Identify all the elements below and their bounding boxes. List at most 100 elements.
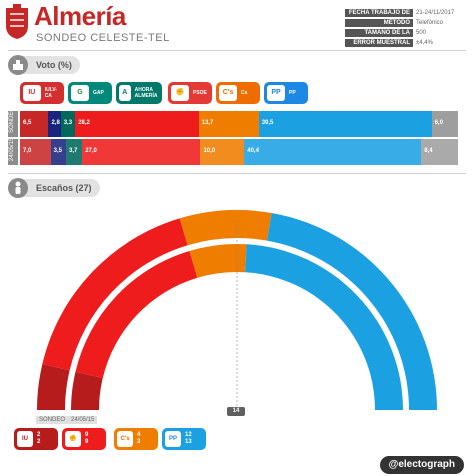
meta-row: TAMAÑO DE LA MUESTRA 500	[345, 28, 471, 44]
party-chip-iulv: IU IULV-CA	[20, 82, 64, 104]
section-divider	[8, 173, 466, 174]
seat-arc-segment	[179, 210, 272, 246]
meta-row: ERROR MUESTRAL ±4,4%	[345, 38, 471, 47]
vote-segment	[431, 111, 458, 137]
seat-value-sondeo: 4	[137, 432, 141, 438]
party-chip-cs: C's Cs	[216, 82, 260, 104]
vote-segment-label: 8,4	[424, 148, 433, 154]
page-title: Almería	[34, 1, 126, 31]
ballot-box-icon	[8, 55, 28, 75]
party-name: Cs	[241, 90, 248, 96]
party-name: AHORA ALMERÍA	[134, 87, 158, 99]
vote-segment	[198, 111, 259, 137]
seat-values: 12 13	[185, 432, 192, 446]
meta-row: FECHA TRABAJO DE CAMPO 21-24/11/2017	[345, 8, 471, 24]
pp-logo-icon: PP	[267, 85, 285, 101]
vote-segment-label: 13,7	[201, 120, 214, 126]
vote-segment-label: 3,5	[53, 148, 62, 154]
party-chip-ahora: A AHORA ALMERÍA	[116, 82, 162, 104]
psoe-logo-icon: ✊	[171, 85, 189, 101]
seat-value-sondeo: 9	[85, 432, 89, 438]
party-chip-gap: G GAP	[68, 82, 112, 104]
seat-arc-segment	[75, 250, 198, 379]
vote-segment-label: 6,0	[434, 120, 444, 126]
seats-section-label: Escaños (27)	[12, 179, 100, 197]
vote-segment	[421, 139, 458, 165]
pp-logo-icon: PP	[165, 431, 181, 447]
seat-arc-segment	[245, 244, 403, 410]
seat-arc-segment	[71, 371, 103, 410]
seat-value-2015: 13	[185, 439, 192, 445]
seat-arc-segment	[37, 363, 70, 410]
psoe-logo-icon: ✊	[65, 431, 81, 447]
seat-value-sondeo: 2	[37, 432, 41, 438]
vote-segment	[20, 139, 51, 165]
meta-label: FECHA TRABAJO DE CAMPO	[345, 8, 413, 24]
cs-logo-icon: C's	[117, 431, 133, 447]
majority-badge: 14	[227, 407, 245, 416]
vote-segment-label: 7,0	[23, 148, 32, 154]
meta-value: 500	[416, 29, 427, 36]
row-tag-label: SONDEO	[9, 106, 15, 133]
meta-value: Telefónico	[416, 19, 444, 26]
row-tag: SONDEO	[8, 107, 18, 137]
party-chip-pp: PP PP	[264, 82, 308, 104]
seat-hemicycle	[37, 210, 437, 410]
vote-segment-label: 6,5	[23, 120, 32, 126]
vote-section-label: Voto (%)	[12, 56, 80, 74]
seat-arc-segment	[42, 218, 188, 371]
vote-segment	[75, 111, 199, 137]
vote-segment-label: 28,2	[78, 120, 90, 126]
gap-logo-icon: G	[71, 85, 89, 101]
meta-value: 21-24/11/2017	[416, 9, 455, 16]
party-name: PP	[289, 90, 296, 96]
ahora-logo-icon: A	[119, 85, 131, 101]
seat-arc-segment	[189, 244, 247, 278]
party-name: IULV-CA	[44, 87, 58, 99]
vote-segment-label: 27,0	[85, 148, 97, 154]
meta-value: ±4,4%	[416, 39, 433, 46]
page-subtitle: SONDEO CELESTE-TEL	[36, 32, 170, 44]
vote-segment	[258, 111, 432, 137]
vote-segment	[60, 111, 76, 137]
meta-label: TAMAÑO DE LA MUESTRA	[345, 28, 413, 44]
seat-item-cs: C's 4 3	[114, 428, 158, 450]
vote-segment	[65, 139, 83, 165]
seat-item-psoe: ✊ 9 9	[62, 428, 106, 450]
vote-segment-label: 3,7	[68, 148, 78, 154]
iulv-logo-icon: IU	[23, 85, 41, 101]
seat-value-2015: 3	[137, 439, 141, 445]
seat-values: 2 2	[37, 432, 40, 446]
seat-value-2015: 2	[37, 439, 41, 445]
seat-values: 4 3	[137, 432, 140, 446]
vote-segment-label: 3,3	[63, 120, 73, 126]
hemicycle-outer-tag: SONDEO	[36, 416, 69, 424]
seat-arc-segment	[266, 213, 437, 410]
seat-value-sondeo: 12	[185, 432, 192, 438]
vote-segment	[82, 139, 201, 165]
person-icon	[8, 178, 28, 198]
vote-segment-label: 40,4	[247, 148, 259, 154]
seat-item-pp: PP 12 13	[162, 428, 206, 450]
vote-segment-label: 10,0	[203, 148, 216, 154]
brand-badge[interactable]: @electograph	[379, 456, 464, 474]
vote-segment	[48, 111, 61, 137]
survey-metadata: FECHA TRABAJO DE CAMPO 21-24/11/2017 MÉT…	[345, 8, 471, 48]
vote-segment	[200, 139, 245, 165]
row-tag: 24/05/15	[8, 137, 18, 165]
hemicycle-inner-tag: 24/05/15	[68, 416, 98, 424]
seat-values: 9 9	[85, 432, 88, 446]
meta-label: MÉTODO	[345, 18, 413, 27]
vote-segment	[244, 139, 422, 165]
meta-label: ERROR MUESTRAL	[345, 38, 413, 47]
header-divider	[8, 50, 466, 51]
seat-item-iulv: IU 2 2	[14, 428, 58, 450]
iulv-logo-icon: IU	[17, 431, 33, 447]
vote-segment	[20, 111, 49, 137]
footer: @electograph	[0, 454, 474, 476]
seat-value-2015: 9	[85, 439, 89, 445]
row-tag-label: 24/05/15	[9, 137, 15, 161]
vote-segment	[50, 139, 66, 165]
party-name: PSOE	[193, 90, 207, 96]
vote-segment-label: 2,8	[51, 120, 60, 126]
